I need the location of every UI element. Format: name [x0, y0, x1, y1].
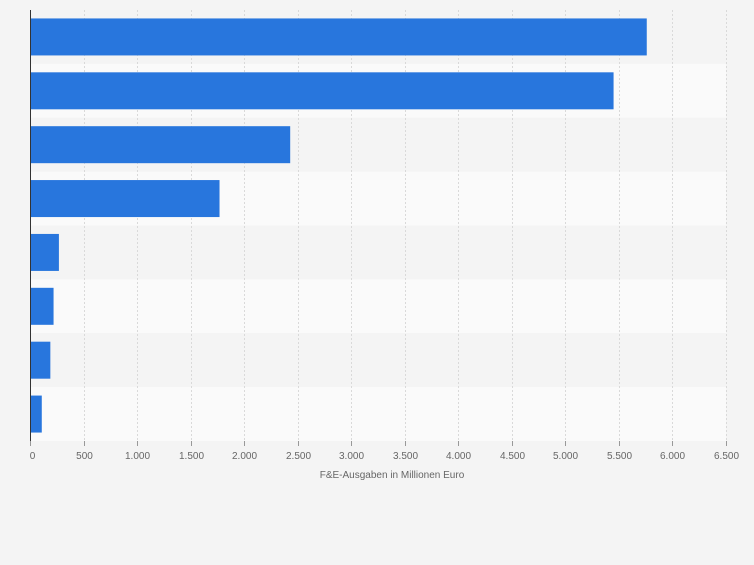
x-tick-label: 2.000 [232, 451, 257, 462]
x-tick-label: 4.000 [446, 451, 471, 462]
row-band [30, 225, 726, 280]
bar [30, 341, 51, 379]
row-band [30, 279, 726, 334]
x-tick-label: 6.000 [660, 451, 685, 462]
bar [30, 126, 291, 164]
x-tick-label: 4.500 [500, 451, 525, 462]
x-tick-label: 1.500 [179, 451, 204, 462]
row-band [30, 333, 726, 388]
x-axis-ticks [30, 441, 727, 446]
bar [30, 72, 614, 110]
x-axis-label: F&E-Ausgaben in Millionen Euro [320, 470, 465, 481]
bar [30, 180, 220, 218]
x-tick-label: 3.500 [393, 451, 418, 462]
x-tick-label: 5.000 [553, 451, 578, 462]
x-tick-label: 2.500 [286, 451, 311, 462]
x-tick-label: 500 [76, 451, 93, 462]
x-tick-label: 6.500 [714, 451, 739, 462]
row-band [30, 387, 726, 441]
x-tick-label: 3.000 [339, 451, 364, 462]
x-axis-tick-labels: 0 500 1.000 1.500 2.000 2.500 3.000 3.500 4.000 4… [30, 451, 740, 462]
x-tick-label: 1.000 [125, 451, 150, 462]
bar [30, 287, 54, 325]
x-tick-label: 0 [30, 451, 36, 462]
bar [30, 395, 42, 433]
bar [30, 18, 647, 56]
bar [30, 233, 59, 271]
x-tick-label: 5.500 [607, 451, 632, 462]
bars [30, 18, 647, 433]
